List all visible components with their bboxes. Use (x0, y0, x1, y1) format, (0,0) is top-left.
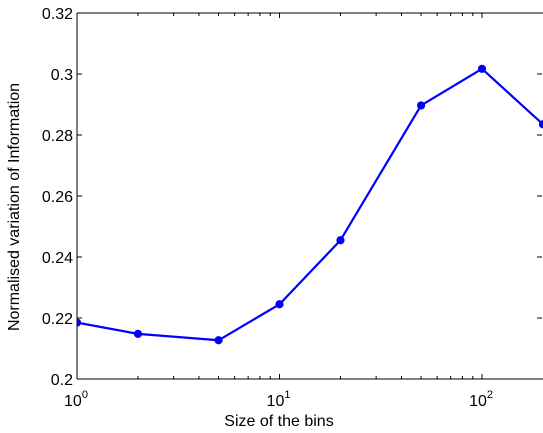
data-point (133, 329, 143, 338)
x-tick-label: 100 (64, 389, 88, 410)
data-point (77, 318, 82, 327)
data-point (538, 120, 543, 129)
y-tick-label: 0.22 (42, 311, 73, 328)
y-tick-label: 0.26 (42, 189, 73, 206)
series-line (77, 67, 543, 342)
y-tick-label: 0.32 (42, 6, 73, 23)
y-axis: 0.2 0.22 0.24 0.26 0.28 0.3 0.32 (42, 6, 542, 389)
y-tick-label: 0.3 (51, 67, 73, 84)
plot-area (76, 12, 543, 380)
y-tick-label: 0.24 (42, 250, 73, 267)
data-point (214, 336, 223, 345)
y-tick-label: 0.2 (51, 372, 73, 389)
x-axis: 100 101 102 (64, 13, 493, 410)
series-layer (77, 64, 543, 345)
data-point (416, 101, 426, 110)
x-axis-label: Size of the bins (224, 413, 333, 430)
data-point (477, 64, 487, 73)
data-point (336, 236, 345, 245)
x-tick-label: 101 (267, 389, 291, 410)
y-tick-label: 0.28 (42, 128, 73, 145)
y-axis-label: Normalised variation of Information (6, 83, 23, 331)
x-tick-label: 102 (469, 389, 493, 410)
data-point (275, 300, 284, 309)
